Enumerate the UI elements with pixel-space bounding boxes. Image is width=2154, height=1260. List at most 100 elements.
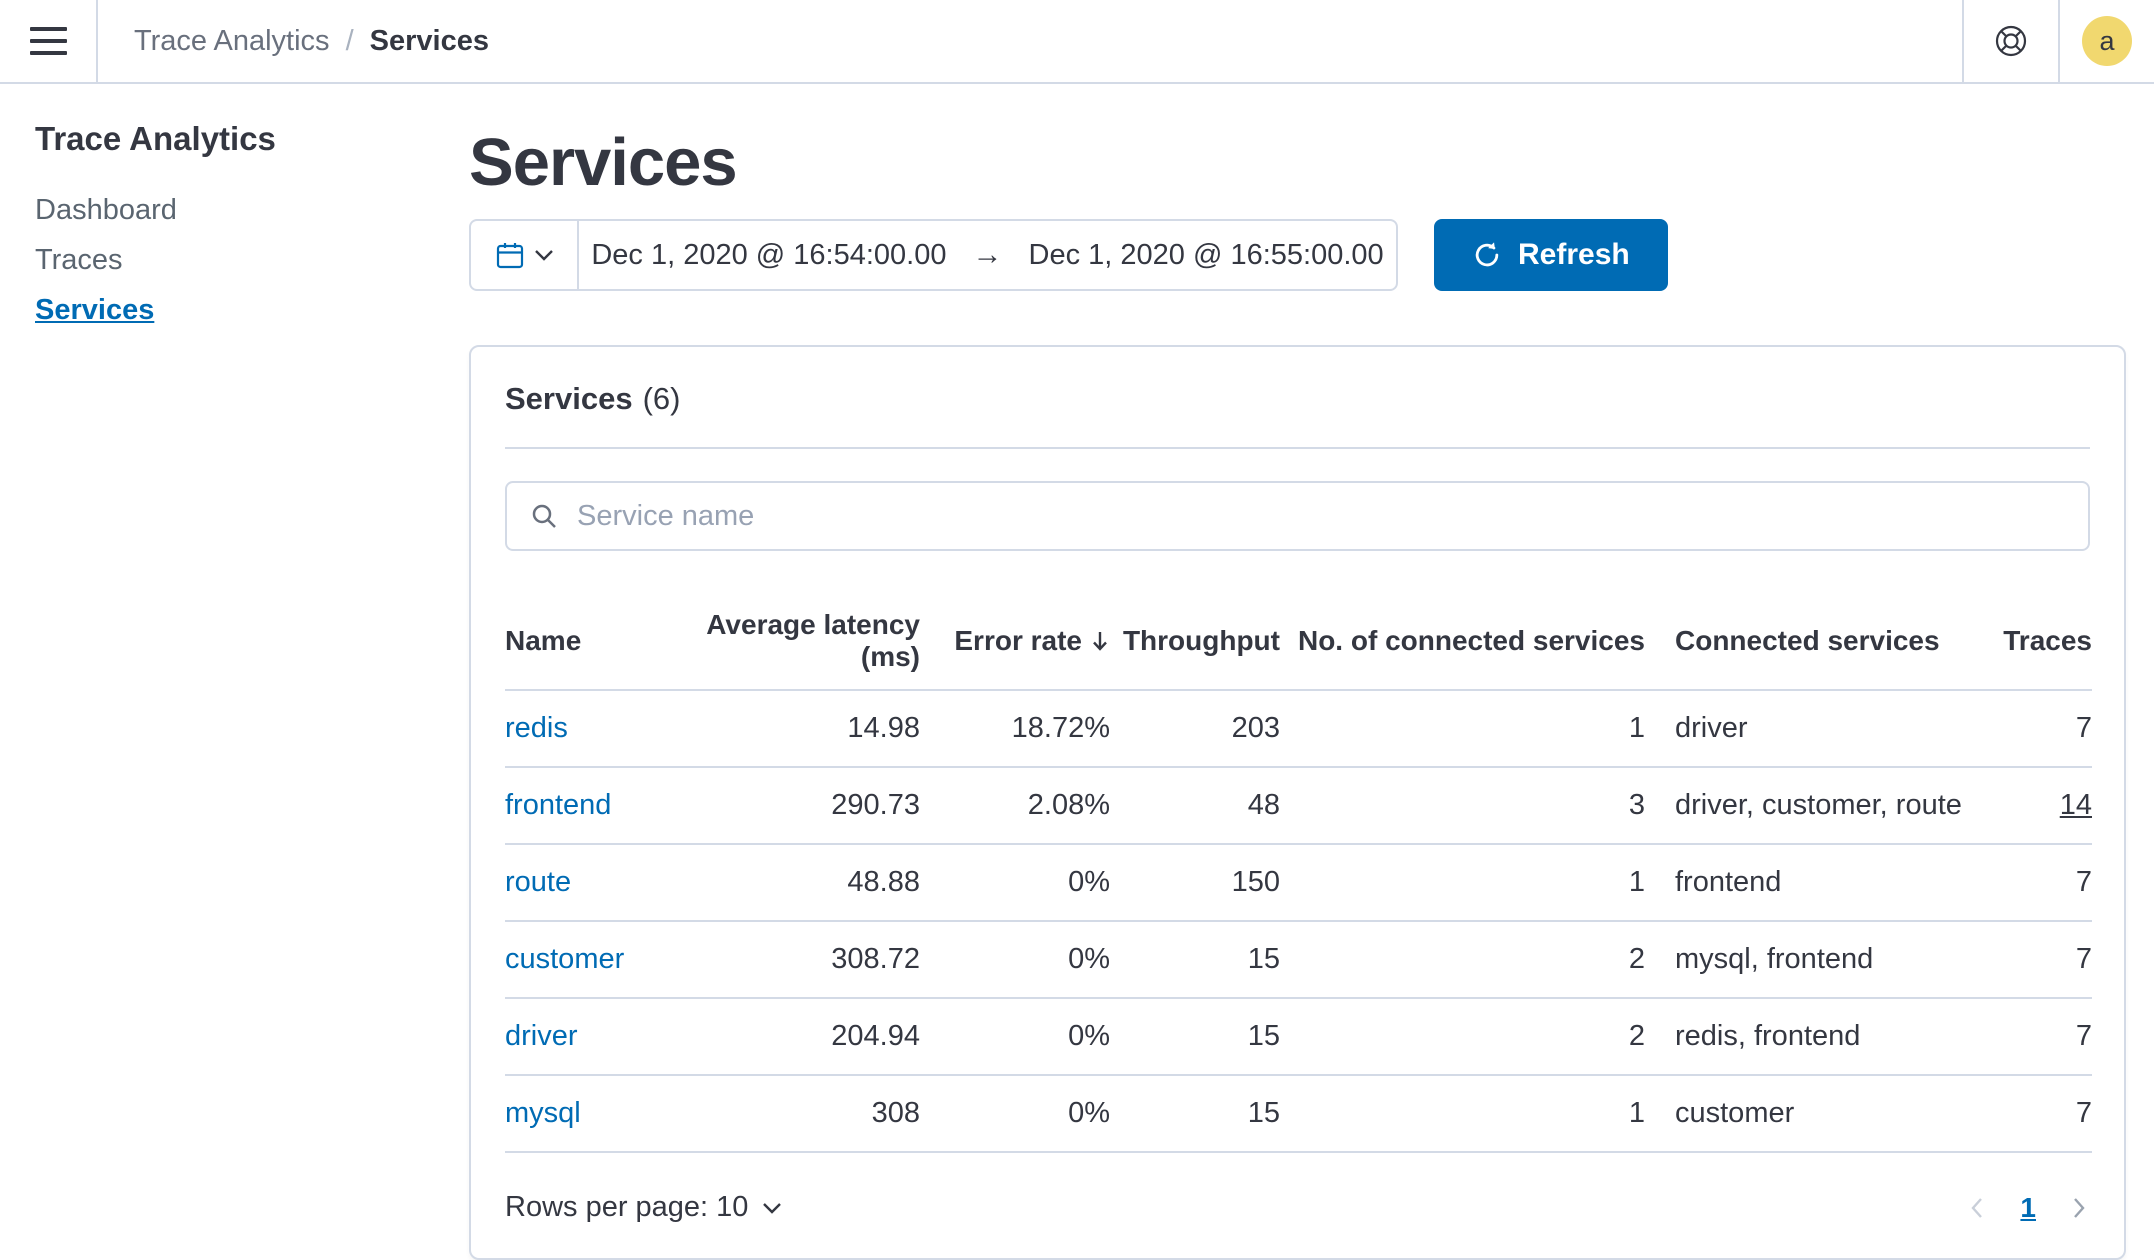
traces-count-link[interactable]: 7 [2075,712,2092,745]
service-name-link[interactable]: frontend [505,789,612,822]
chevron-right-icon [2074,1197,2085,1218]
connected-count-cell: 1 [1280,844,1645,923]
throughput-cell: 15 [1110,921,1280,1000]
table-row: mysql 308 0% 15 1 customer 7 [505,1075,2092,1154]
menu-button[interactable] [0,0,98,82]
connected-services-cell: mysql, frontend [1645,921,1975,1000]
date-range: Dec 1, 2020 @ 16:54:00.00 → Dec 1, 2020 … [579,221,1396,289]
connected-services-cell: redis, frontend [1645,998,1975,1077]
column-header-connected-count[interactable]: No. of connected services [1280,593,1645,692]
main-content: Services Dec 1, 2020 @ 16:54:00.00 [469,84,2154,1260]
sidebar-item-traces[interactable]: Traces [35,244,123,276]
traces-count-link[interactable]: 14 [2059,789,2092,822]
latency-cell: 48.88 [655,844,920,923]
arrow-right-icon: → [972,238,1003,272]
services-table-body: redis 14.98 18.72% 203 1 driver 7 frontend 290.7… [505,690,2092,1154]
latency-cell: 290.73 [655,767,920,846]
error-rate-cell: 0% [920,844,1110,923]
traces-count-link[interactable]: 7 [2075,1020,2092,1053]
connected-count-cell: 3 [1280,767,1645,846]
search-box [505,481,2090,552]
end-date[interactable]: Dec 1, 2020 @ 16:55:00.00 [1028,238,1384,271]
service-name-link[interactable]: mysql [505,1097,581,1130]
throughput-cell: 203 [1110,690,1280,769]
latency-cell: 308.72 [655,921,920,1000]
avatar[interactable]: a [2082,16,2132,66]
services-panel: Services(6) Name Average latency (ms) [469,345,2126,1260]
error-rate-cell: 18.72% [920,690,1110,769]
latency-cell: 308 [655,1075,920,1154]
table-footer: Rows per page: 10 1 [505,1191,2090,1224]
panel-title-text: Services [505,381,633,417]
hamburger-icon [29,27,67,55]
service-name-link[interactable]: redis [505,712,568,745]
refresh-button[interactable]: Refresh [1434,219,1668,292]
column-header-throughput[interactable]: Throughput [1110,593,1280,692]
account-button[interactable]: a [2058,0,2154,82]
rows-per-page-button[interactable]: Rows per page: 10 [505,1191,782,1224]
previous-page-button[interactable] [1970,1197,1984,1219]
latency-cell: 204.94 [655,998,920,1077]
service-name-link[interactable]: driver [505,1020,578,1053]
traces-count-link[interactable]: 7 [2075,866,2092,899]
traces-count-link[interactable]: 7 [2075,1097,2092,1130]
column-header-name[interactable]: Name [505,593,655,692]
column-header-error-rate[interactable]: Error rate [920,593,1110,692]
pagination: 1 [1970,1192,2090,1224]
sidebar-item-services[interactable]: Services [35,294,155,326]
table-header-row: Name Average latency (ms) Error rate [505,593,2092,692]
breadcrumb-separator: / [345,24,354,57]
chevron-left-icon [1971,1197,1983,1218]
traces-count-link[interactable]: 7 [2075,943,2092,976]
service-name-link[interactable]: customer [505,943,625,976]
time-controls: Dec 1, 2020 @ 16:54:00.00 → Dec 1, 2020 … [469,219,2126,292]
chevron-down-icon [763,1202,782,1214]
connected-services-cell: customer [1645,1075,1975,1154]
panel-count: (6) [642,381,681,417]
column-header-latency[interactable]: Average latency (ms) [655,593,920,692]
topbar-spacer [489,0,1962,82]
quick-select-button[interactable] [471,221,579,290]
date-range-picker: Dec 1, 2020 @ 16:54:00.00 → Dec 1, 2020 … [469,219,1398,292]
table-row: customer 308.72 0% 15 2 mysql, frontend 7 [505,921,2092,1000]
breadcrumb-services: Services [369,24,489,57]
rows-per-page-label: Rows per page: 10 [505,1191,749,1224]
connected-services-cell: driver, customer, route [1645,767,1975,846]
calendar-icon [496,243,524,269]
page-number[interactable]: 1 [2020,1191,2036,1223]
panel-title: Services (6) [505,381,2090,417]
service-name-link[interactable]: route [505,866,572,899]
throughput-cell: 150 [1110,844,1280,923]
panel-divider [505,447,2090,450]
column-header-connected-services[interactable]: Connected services [1645,593,1975,692]
refresh-label: Refresh [1518,238,1630,272]
connected-services-cell: driver [1645,690,1975,769]
sidebar-item-dashboard[interactable]: Dashboard [35,194,177,226]
throughput-cell: 15 [1110,1075,1280,1154]
search-input[interactable] [577,499,2066,533]
next-page-button[interactable] [2072,1197,2086,1219]
breadcrumb: Trace Analytics / Services [134,0,489,82]
latency-cell: 14.98 [655,690,920,769]
top-bar: Trace Analytics / Services a [0,0,2154,84]
throughput-cell: 15 [1110,998,1280,1077]
error-rate-cell: 0% [920,998,1110,1077]
table-row: route 48.88 0% 150 1 frontend 7 [505,844,2092,923]
connected-count-cell: 1 [1280,1075,1645,1154]
page-title: Services [469,125,738,200]
life-ring-icon [1995,25,2027,57]
help-button[interactable] [1962,0,2058,82]
sidebar: Trace Analytics Dashboard Traces Service… [0,84,469,1230]
refresh-icon [1475,242,1499,267]
table-row: driver 204.94 0% 15 2 redis, frontend 7 [505,998,2092,1077]
column-header-traces[interactable]: Traces [1975,593,2092,692]
start-date[interactable]: Dec 1, 2020 @ 16:54:00.00 [591,238,947,271]
error-rate-cell: 0% [920,1075,1110,1154]
breadcrumb-trace-analytics[interactable]: Trace Analytics [134,24,330,57]
services-table: Name Average latency (ms) Error rate [505,593,2092,1154]
sidebar-title: Trace Analytics [35,120,276,157]
table-row: frontend 290.73 2.08% 48 3 driver, customer, … [505,767,2092,846]
throughput-cell: 48 [1110,767,1280,846]
table-row: redis 14.98 18.72% 203 1 driver 7 [505,690,2092,769]
error-rate-cell: 0% [920,921,1110,1000]
